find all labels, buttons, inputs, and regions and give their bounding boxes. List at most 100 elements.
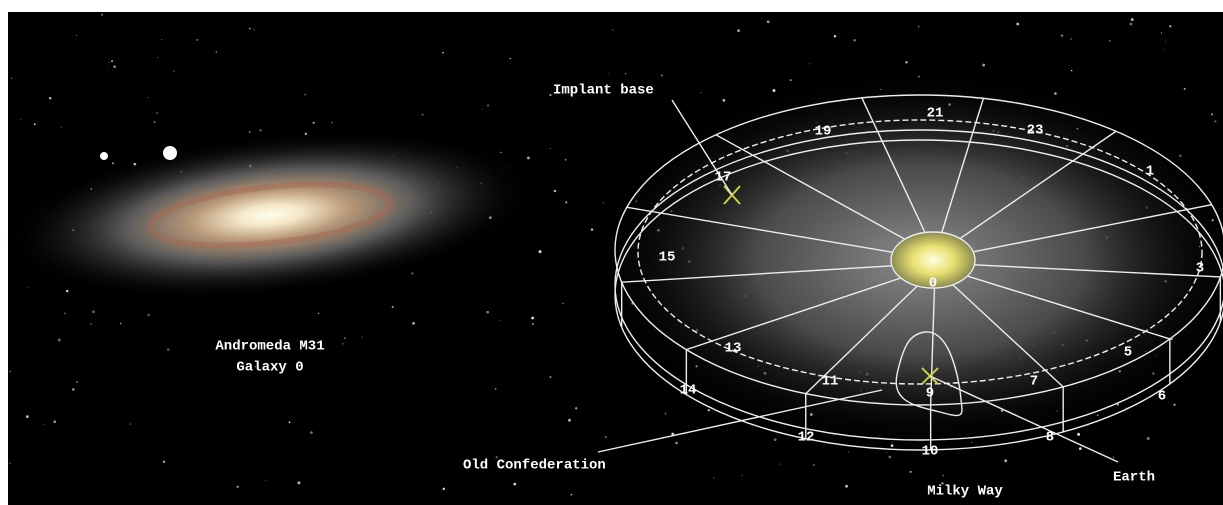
satellite-galaxy xyxy=(100,152,108,160)
sector-number: 11 xyxy=(822,374,839,390)
star xyxy=(700,92,701,93)
star xyxy=(297,481,300,484)
star xyxy=(661,74,663,76)
star xyxy=(249,131,251,133)
star xyxy=(549,94,551,96)
star xyxy=(113,66,115,68)
star xyxy=(237,486,239,488)
page: Andromeda M31 Galaxy 0 Implant base Old … xyxy=(0,0,1223,505)
star xyxy=(196,39,198,41)
star xyxy=(216,51,217,52)
sector-number: 13 xyxy=(725,341,742,357)
star xyxy=(845,485,848,488)
sector-number: 15 xyxy=(659,250,676,266)
star xyxy=(1131,18,1134,21)
star xyxy=(603,202,604,203)
star xyxy=(1016,23,1019,26)
milky-way-label: Milky Way xyxy=(927,484,1003,500)
star xyxy=(120,323,122,325)
star xyxy=(565,159,566,160)
sector-number: 10 xyxy=(922,444,939,460)
annotation: Earth xyxy=(1113,470,1155,486)
star xyxy=(130,423,131,424)
sector-number: 17 xyxy=(715,170,732,186)
sector-number: 3 xyxy=(1196,261,1204,277)
star xyxy=(289,421,291,423)
star xyxy=(1079,447,1082,450)
star xyxy=(318,313,320,315)
star xyxy=(565,201,567,203)
star xyxy=(1214,120,1216,122)
star xyxy=(92,310,95,313)
star xyxy=(1184,88,1186,90)
star xyxy=(111,60,113,62)
star xyxy=(167,348,170,351)
star xyxy=(612,29,613,30)
star xyxy=(53,420,56,423)
star xyxy=(157,57,158,58)
star xyxy=(482,109,483,110)
star xyxy=(161,39,162,40)
star xyxy=(1130,23,1133,26)
sector-number: 9 xyxy=(926,386,934,402)
star xyxy=(495,388,497,390)
sector-number: 0 xyxy=(929,276,937,292)
star xyxy=(575,407,577,409)
star xyxy=(154,121,156,123)
star xyxy=(66,290,69,293)
star xyxy=(76,381,78,383)
sector-number: 7 xyxy=(1030,374,1038,390)
star xyxy=(888,456,891,459)
star xyxy=(20,119,21,120)
star xyxy=(834,35,836,37)
star xyxy=(737,29,740,32)
star xyxy=(1147,437,1150,440)
star xyxy=(147,97,148,98)
star xyxy=(254,29,255,30)
star xyxy=(362,336,363,337)
star xyxy=(58,339,61,342)
sector-number: 21 xyxy=(927,106,944,122)
star xyxy=(9,463,10,464)
star xyxy=(982,64,985,67)
sector-number: 19 xyxy=(815,124,832,140)
star xyxy=(571,494,573,496)
annotation: Implant base xyxy=(553,83,654,99)
star xyxy=(442,52,444,54)
star xyxy=(392,306,394,308)
sector-number: 6 xyxy=(1158,389,1166,405)
star xyxy=(1061,34,1063,36)
star xyxy=(265,480,266,481)
star xyxy=(918,26,919,27)
star xyxy=(780,464,781,465)
star xyxy=(513,483,516,486)
star xyxy=(344,338,345,339)
star xyxy=(1169,25,1171,27)
star xyxy=(554,190,557,193)
star xyxy=(500,152,502,154)
star xyxy=(9,371,11,373)
star xyxy=(313,122,315,124)
star xyxy=(61,127,62,128)
star xyxy=(591,228,593,230)
star xyxy=(421,114,423,116)
star xyxy=(27,287,28,288)
sector-number: 8 xyxy=(1046,430,1054,446)
star xyxy=(412,322,415,325)
star xyxy=(310,431,313,434)
star xyxy=(76,35,77,36)
star xyxy=(109,62,110,63)
star xyxy=(723,99,726,102)
star xyxy=(499,320,500,321)
sector-number: 12 xyxy=(798,430,815,446)
star xyxy=(910,471,912,473)
star xyxy=(107,66,108,67)
star xyxy=(774,438,777,441)
star xyxy=(809,63,810,64)
sector-number: 23 xyxy=(1027,123,1044,139)
star xyxy=(173,70,175,72)
star xyxy=(90,323,92,325)
star xyxy=(625,73,626,74)
star xyxy=(510,58,511,59)
star xyxy=(813,464,815,466)
